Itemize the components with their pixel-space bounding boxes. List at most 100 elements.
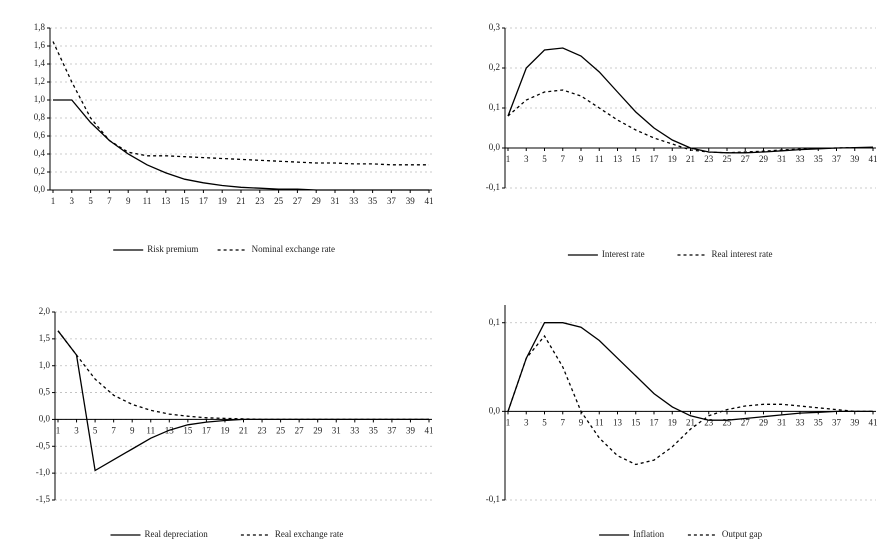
x-tick-label: 31 [777,154,786,164]
x-tick-label: 27 [295,425,305,435]
legend-label: Real exchange rate [275,529,343,539]
y-tick-label: -0,1 [486,494,500,504]
x-tick-label: 1 [506,154,511,164]
y-tick-label: 1,0 [34,94,46,104]
x-tick-label: 37 [387,425,397,435]
series-line [57,330,429,421]
y-tick-label: 1,5 [39,333,51,343]
legend-label: Inflation [633,529,664,539]
x-tick-label: 33 [796,417,806,427]
x-tick-label: 17 [650,154,660,164]
x-tick-label: 11 [595,154,604,164]
y-tick-label: 0,0 [489,142,501,152]
x-tick-label: 35 [369,425,379,435]
x-tick-label: 15 [631,154,641,164]
x-tick-label: 33 [349,196,359,206]
x-tick-label: 35 [368,196,378,206]
y-tick-label: 0,3 [489,22,501,32]
y-tick-label: 0,5 [39,387,51,397]
series-line [53,99,429,191]
x-tick-label: 29 [759,417,769,427]
x-tick-label: 41 [425,196,434,206]
legend-label: Real depreciation [145,529,209,539]
legend-label: Nominal exchange rate [252,244,335,254]
x-tick-label: 39 [850,154,860,164]
x-tick-label: 1 [51,196,56,206]
x-tick-label: 25 [723,154,733,164]
x-tick-label: 29 [312,196,322,206]
x-tick-label: 37 [387,196,397,206]
series-line [52,41,429,166]
x-tick-label: 23 [255,196,265,206]
legend-label: Real interest rate [712,249,773,259]
y-tick-label: -1,5 [36,494,51,504]
y-tick-label: 0,1 [489,317,500,327]
x-tick-label: 1 [506,417,511,427]
x-tick-label: 31 [331,196,340,206]
x-tick-label: 31 [777,417,786,427]
x-tick-label: 11 [595,417,604,427]
y-tick-label: 0,2 [489,62,500,72]
y-tick-label: 0,0 [489,405,501,415]
series-line [507,89,873,154]
x-tick-label: 23 [258,425,268,435]
x-tick-label: 5 [88,196,93,206]
x-tick-label: 7 [561,154,566,164]
x-tick-label: 7 [561,417,566,427]
legend-label: Output gap [722,529,763,539]
x-tick-label: 29 [313,425,323,435]
x-tick-label: 5 [93,425,98,435]
x-tick-label: 35 [814,154,824,164]
y-tick-label: 1,0 [39,360,51,370]
x-tick-label: 25 [276,425,286,435]
x-tick-label: 11 [143,196,152,206]
x-tick-label: 23 [704,154,714,164]
y-tick-label: 0,2 [34,166,45,176]
x-tick-label: 3 [70,196,75,206]
x-tick-label: 5 [542,417,547,427]
y-tick-label: 0,6 [34,130,46,140]
x-tick-label: 33 [350,425,360,435]
x-tick-label: 9 [579,417,584,427]
x-tick-label: 37 [832,154,842,164]
x-tick-label: 15 [180,196,190,206]
x-tick-label: 13 [613,417,623,427]
x-tick-label: 19 [668,154,678,164]
x-tick-label: 11 [146,425,155,435]
x-tick-label: 7 [107,196,112,206]
x-tick-label: 15 [631,417,641,427]
y-tick-label: 0,4 [34,148,46,158]
y-tick-label: -0,5 [36,440,51,450]
x-tick-label: 23 [704,417,714,427]
x-tick-label: 41 [869,154,878,164]
y-tick-label: -0,1 [486,182,500,192]
y-tick-label: -1,0 [36,467,51,477]
x-tick-label: 21 [686,154,695,164]
x-tick-label: 19 [218,196,228,206]
x-tick-label: 21 [239,425,248,435]
y-tick-label: 1,4 [34,58,46,68]
x-tick-label: 41 [425,425,434,435]
y-tick-label: 0,1 [489,102,500,112]
x-tick-label: 21 [237,196,246,206]
y-tick-label: 0,8 [34,112,46,122]
y-tick-label: 0,0 [39,413,51,423]
x-tick-label: 25 [723,417,733,427]
legend-label: Interest rate [602,249,645,259]
y-tick-label: 0,0 [34,184,46,194]
x-tick-label: 37 [832,417,842,427]
x-tick-label: 41 [869,417,878,427]
series-line [507,334,873,466]
x-tick-label: 39 [406,425,416,435]
legend-label: Risk premium [147,244,198,254]
x-tick-label: 31 [332,425,341,435]
x-tick-label: 9 [130,425,135,435]
x-tick-label: 17 [650,417,660,427]
x-tick-label: 13 [613,154,623,164]
x-tick-label: 1 [56,425,61,435]
y-tick-label: 1,6 [34,40,46,50]
x-tick-label: 9 [579,154,584,164]
x-tick-label: 19 [220,425,230,435]
x-tick-label: 3 [524,417,529,427]
